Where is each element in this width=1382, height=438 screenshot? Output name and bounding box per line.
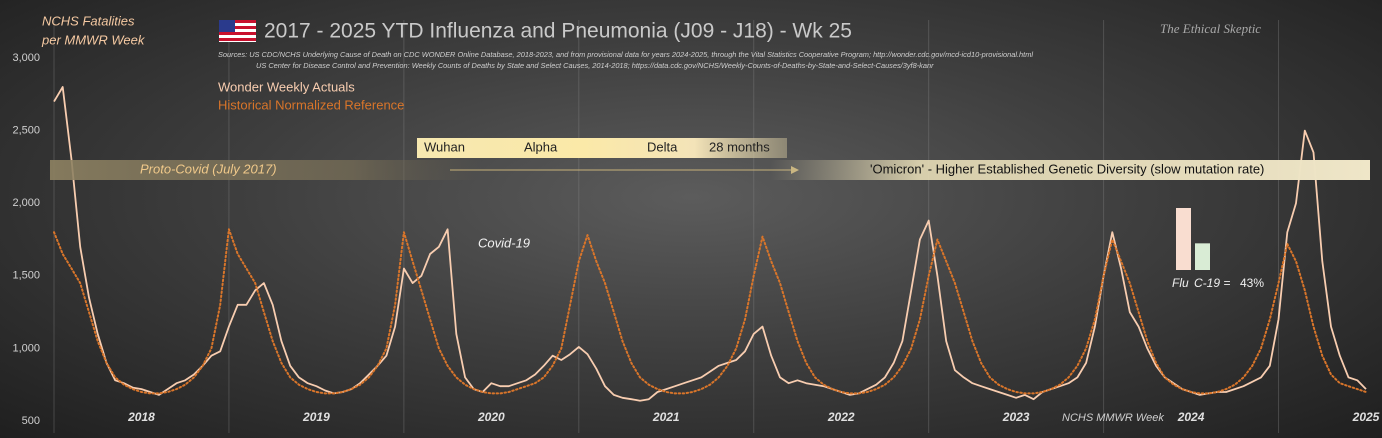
- series-line: [53, 86, 1367, 402]
- y-axis-title: per MMWR Week: [41, 32, 146, 47]
- annotation: Delta: [647, 139, 678, 154]
- inset-label: Flu: [1172, 276, 1189, 290]
- plot-area: [53, 20, 1367, 433]
- proto-covid-band: [50, 160, 482, 180]
- watermark: The Ethical Skeptic: [1160, 21, 1261, 36]
- y-tick-label: 500: [22, 415, 40, 427]
- annotation: Wuhan: [424, 139, 465, 154]
- series-line: [53, 228, 1367, 395]
- chart-title: 2017 - 2025 YTD Influenza and Pneumonia …: [264, 20, 852, 43]
- x-tick-label: 2020: [477, 410, 505, 424]
- y-tick-label: 2,500: [12, 125, 40, 137]
- x-tick-label: 2024: [1177, 410, 1205, 424]
- y-axis-title: NCHS Fatalities: [42, 13, 135, 28]
- source-line: US Center for Disease Control and Preven…: [256, 61, 934, 70]
- variant-band: [417, 138, 787, 158]
- annotation: Alpha: [524, 139, 558, 154]
- annotation: Covid-19: [478, 235, 530, 250]
- inset-bar: [1195, 243, 1210, 270]
- y-tick-label: 1,000: [12, 342, 40, 354]
- omicron-band: [770, 160, 1370, 180]
- x-tick-label: 2018: [127, 410, 155, 424]
- y-tick-label: 3,000: [12, 52, 40, 64]
- x-tick-label: 2021: [652, 410, 680, 424]
- y-tick-label: 1,500: [12, 270, 40, 282]
- y-tick-label: 2,000: [12, 197, 40, 209]
- x-axis-title: NCHS MMWR Week: [1062, 412, 1164, 424]
- flag-icon: [219, 20, 256, 42]
- inset-label: C-19 =: [1194, 276, 1230, 290]
- x-tick-label: 2019: [302, 410, 330, 424]
- source-line: Sources: US CDC/NCHS Underlying Cause of…: [218, 50, 1033, 59]
- legend-entry: Historical Normalized Reference: [218, 97, 404, 112]
- legend-entry: Wonder Weekly Actuals: [218, 79, 355, 94]
- inset-bar: [1176, 208, 1191, 270]
- annotation: Proto-Covid (July 2017): [140, 161, 277, 176]
- x-tick-label: 2023: [1002, 410, 1030, 424]
- inset-value-label: 43%: [1240, 276, 1264, 290]
- annotation: 28 months: [709, 139, 770, 154]
- x-tick-label: 2022: [827, 410, 855, 424]
- x-tick-label: 2025: [1352, 410, 1380, 424]
- annotation: 'Omicron' - Higher Established Genetic D…: [870, 161, 1264, 176]
